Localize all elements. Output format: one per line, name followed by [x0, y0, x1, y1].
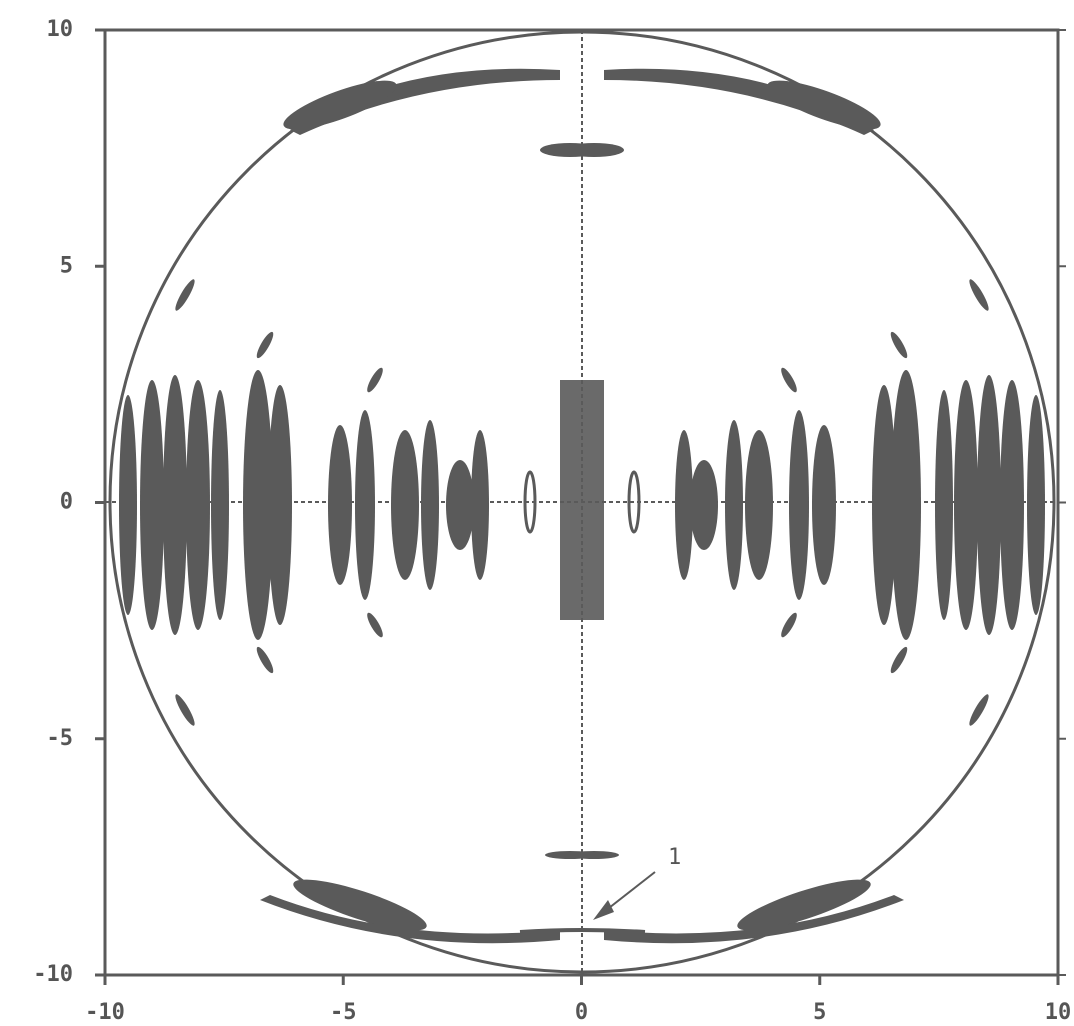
y-tick-label: 5	[60, 253, 73, 278]
x-tick-label: -10	[85, 1000, 125, 1025]
x-tick-label: 0	[575, 1000, 588, 1025]
left-half	[119, 68, 600, 944]
annotation-arrowhead	[593, 900, 614, 920]
pattern	[105, 30, 1058, 975]
right-half	[562, 67, 1047, 945]
y-tick-label: 0	[60, 490, 73, 515]
annotation: 1	[668, 845, 681, 870]
y-tick-label: 10	[47, 17, 74, 42]
x-tick-label: -5	[330, 1000, 357, 1025]
y-tick-label: -5	[47, 726, 74, 751]
x-tick-label: 10	[1045, 1000, 1072, 1025]
y-tick-label: -10	[33, 962, 73, 987]
x-tick-label: 5	[813, 1000, 826, 1025]
inner-arc	[519, 928, 646, 934]
